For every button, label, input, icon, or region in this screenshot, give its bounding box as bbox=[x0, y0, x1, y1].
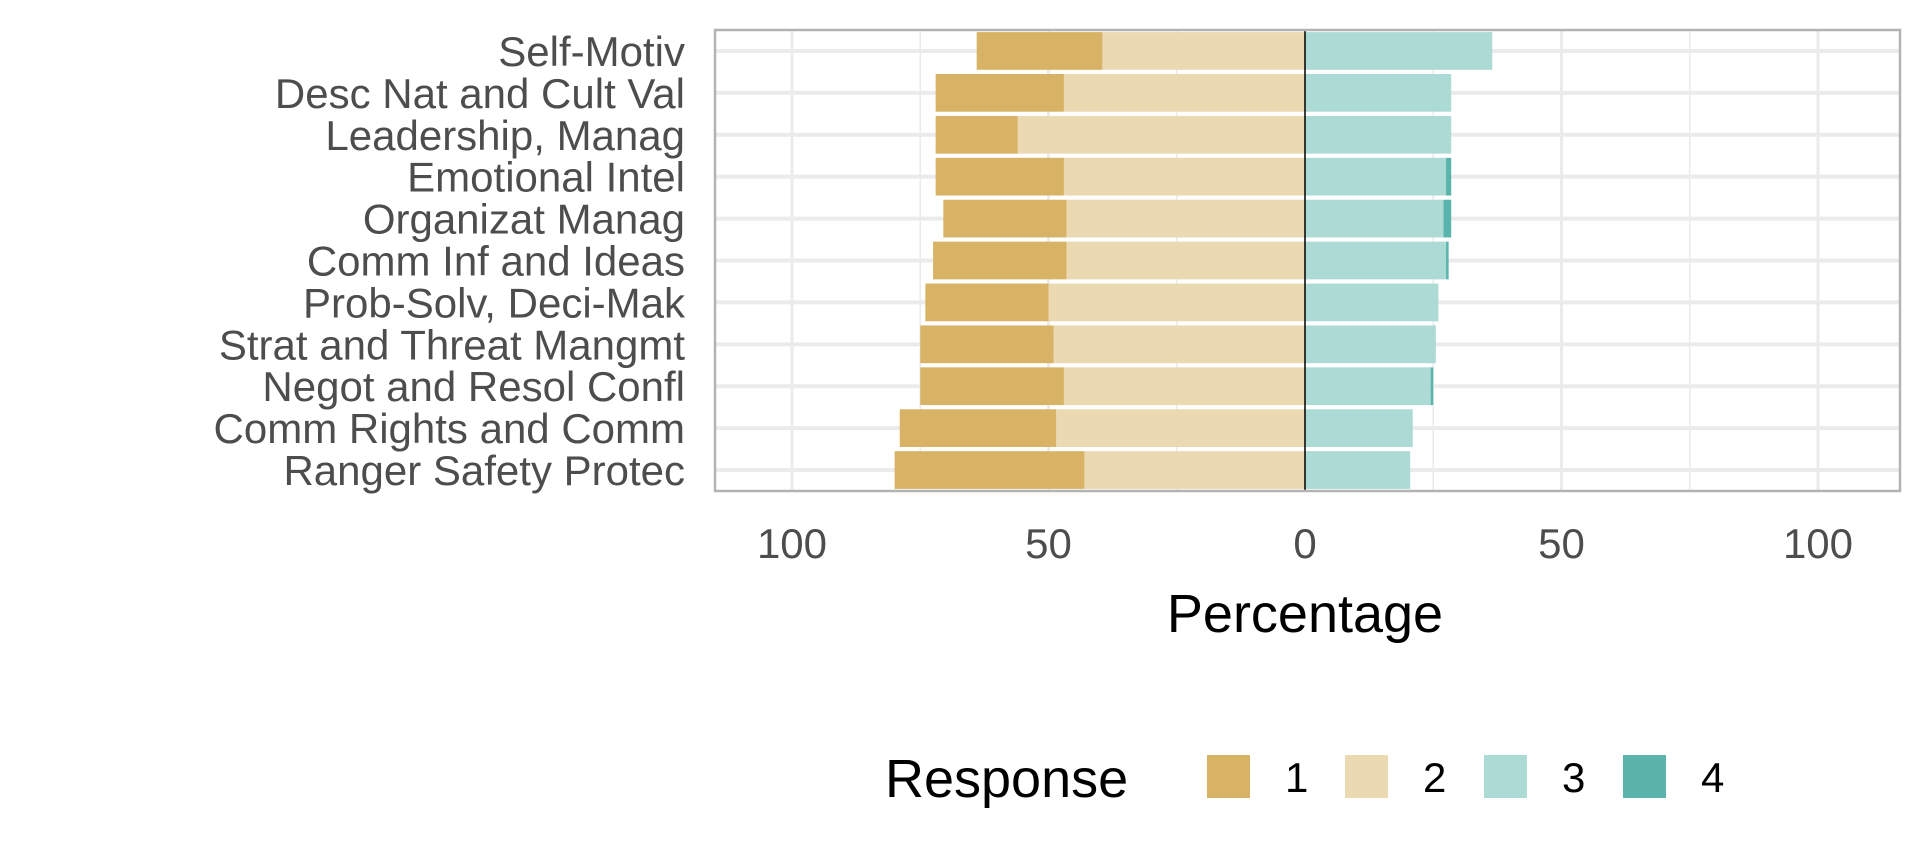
bar-response-3 bbox=[1305, 32, 1493, 70]
category-label: Strat and Threat Mangmt bbox=[219, 321, 685, 368]
x-tick-label: 100 bbox=[1783, 520, 1853, 567]
category-label: Leadership, Manag bbox=[325, 112, 685, 159]
bar-layer bbox=[894, 32, 1493, 489]
bar-response-1 bbox=[935, 115, 1018, 154]
x-tick-label: 50 bbox=[1025, 520, 1072, 567]
bar-response-1 bbox=[920, 325, 1054, 364]
category-label: Comm Inf and Ideas bbox=[307, 238, 685, 285]
bar-response-1 bbox=[935, 74, 1064, 112]
bar-response-2 bbox=[1102, 32, 1305, 70]
x-axis-title: Percentage bbox=[1167, 584, 1443, 644]
bar-response-2 bbox=[1066, 241, 1305, 280]
bar-response-1 bbox=[899, 409, 1057, 447]
legend-key-2 bbox=[1345, 755, 1388, 798]
legend-label-1: 1 bbox=[1285, 754, 1308, 801]
bar-response-2 bbox=[1048, 283, 1305, 322]
bar-response-3 bbox=[1305, 283, 1439, 322]
legend: Response 1 2 3 4 bbox=[885, 749, 1724, 809]
bar-response-2 bbox=[1084, 451, 1305, 489]
bar-response-4 bbox=[1443, 199, 1452, 238]
bar-response-4 bbox=[1430, 367, 1434, 406]
bar-response-3 bbox=[1305, 115, 1452, 154]
bar-response-2 bbox=[1066, 199, 1305, 238]
category-label: Negot and Resol Confl bbox=[262, 363, 685, 410]
bar-response-4 bbox=[1446, 241, 1449, 280]
bar-response-3 bbox=[1305, 74, 1452, 112]
legend-label-4: 4 bbox=[1701, 754, 1724, 801]
panel-border bbox=[713, 28, 1902, 493]
bar-response-3 bbox=[1305, 157, 1447, 196]
category-label: Self-Motiv bbox=[498, 28, 685, 75]
category-label: Emotional Intel bbox=[407, 154, 685, 201]
bar-response-2 bbox=[1053, 325, 1305, 364]
x-tick-label: 0 bbox=[1293, 520, 1316, 567]
bar-response-2 bbox=[1056, 409, 1305, 447]
legend-items: 1 2 3 4 bbox=[1207, 754, 1724, 801]
bar-response-2 bbox=[1063, 367, 1305, 406]
bar-response-3 bbox=[1305, 325, 1436, 364]
bar-response-2 bbox=[1063, 157, 1305, 196]
legend-title: Response bbox=[885, 749, 1128, 809]
bar-response-3 bbox=[1305, 241, 1447, 280]
bar-response-3 bbox=[1305, 451, 1411, 489]
x-tick-label: 100 bbox=[757, 520, 827, 567]
bar-response-1 bbox=[935, 157, 1064, 196]
bar-response-2 bbox=[1063, 74, 1305, 112]
legend-label-3: 3 bbox=[1562, 754, 1585, 801]
bar-response-1 bbox=[976, 32, 1103, 70]
bar-response-1 bbox=[925, 283, 1049, 322]
bar-response-1 bbox=[943, 199, 1067, 238]
legend-key-3 bbox=[1484, 755, 1527, 798]
category-label: Organizat Manag bbox=[363, 196, 685, 243]
bar-response-1 bbox=[933, 241, 1067, 280]
legend-key-4 bbox=[1623, 755, 1666, 798]
legend-key-1 bbox=[1207, 755, 1250, 798]
bar-response-1 bbox=[894, 451, 1085, 489]
category-label: Prob-Solv, Deci-Mak bbox=[303, 279, 686, 326]
bar-response-3 bbox=[1305, 367, 1431, 406]
x-tick-label: 50 bbox=[1538, 520, 1585, 567]
legend-label-2: 2 bbox=[1423, 754, 1446, 801]
bar-response-4 bbox=[1446, 157, 1452, 196]
category-label: Desc Nat and Cult Val bbox=[275, 70, 685, 117]
bar-response-1 bbox=[920, 367, 1064, 406]
category-label: Ranger Safety Protec bbox=[283, 447, 685, 494]
x-tick-labels: 100 50 0 50 100 bbox=[757, 520, 1853, 567]
bar-response-2 bbox=[1017, 115, 1305, 154]
category-label: Comm Rights and Comm bbox=[214, 405, 685, 452]
bar-response-3 bbox=[1305, 409, 1413, 447]
bar-response-3 bbox=[1305, 199, 1444, 238]
